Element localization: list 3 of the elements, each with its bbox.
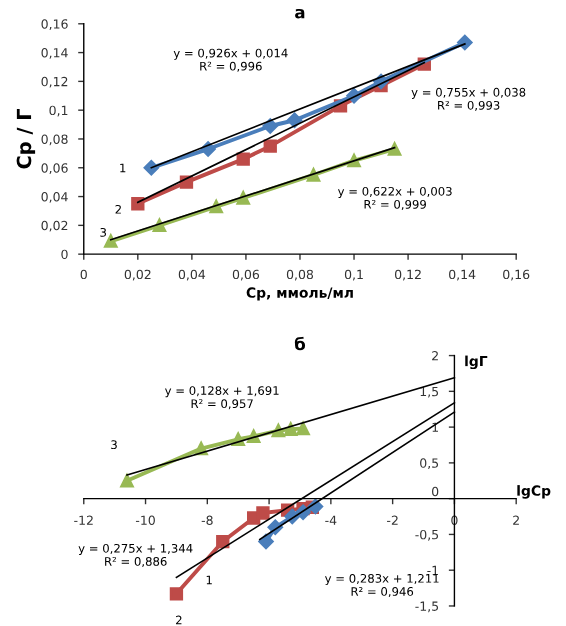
- chart-title: б: [294, 336, 306, 351]
- chart-title: а: [295, 8, 305, 19]
- y-axis-title: Cр / Г: [16, 108, 36, 169]
